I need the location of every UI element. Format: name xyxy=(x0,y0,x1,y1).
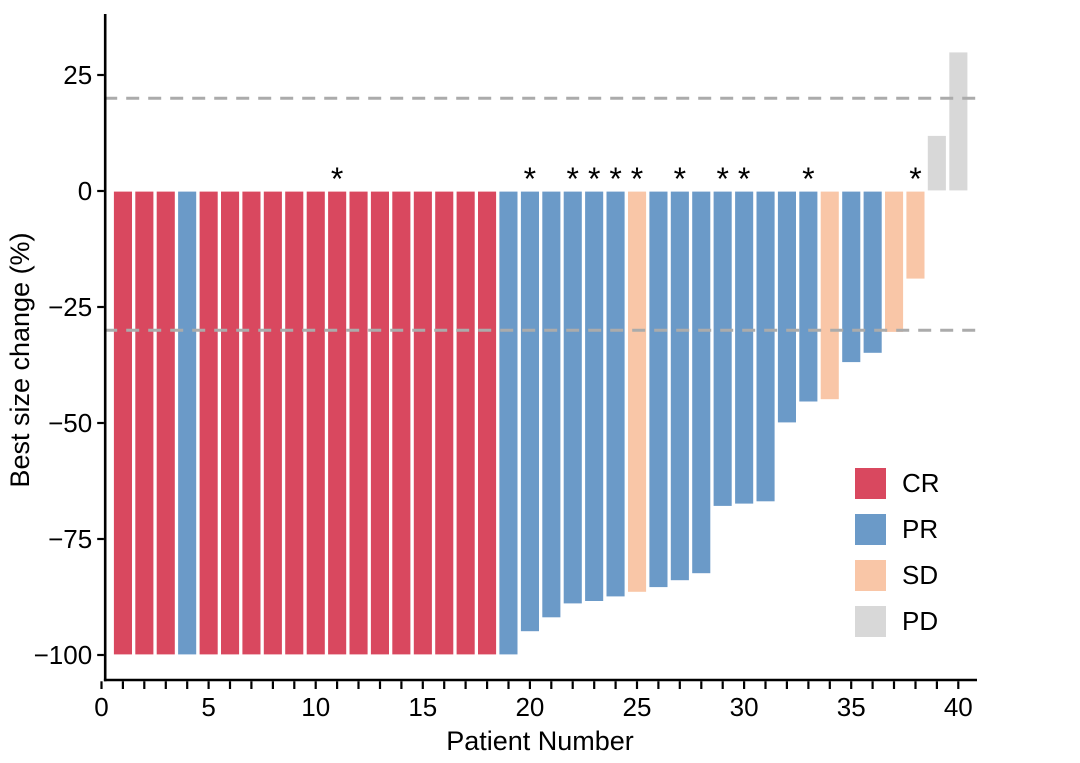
x-tick-label-20: 20 xyxy=(515,692,544,722)
asterisk-patient-23: * xyxy=(588,161,600,197)
bar-patient-13 xyxy=(369,190,391,656)
legend-row-cr: CR xyxy=(855,468,940,499)
asterisk-patient-25: * xyxy=(631,161,643,197)
legend-row-sd: SD xyxy=(855,560,940,591)
bar-patient-32 xyxy=(776,190,798,424)
asterisk-patient-33: * xyxy=(802,161,814,197)
bar-patient-15 xyxy=(412,190,434,656)
sd-color-swatch xyxy=(855,560,886,591)
reference-lines-layer xyxy=(104,96,977,332)
legend-label-cr: CR xyxy=(902,468,940,498)
bar-patient-22 xyxy=(562,190,583,605)
bar-patient-29 xyxy=(712,190,733,508)
bar-patient-11 xyxy=(326,190,348,656)
legend-row-pr: PR xyxy=(855,514,940,545)
cr-color-swatch xyxy=(855,468,886,499)
bar-patient-36 xyxy=(862,190,883,354)
bar-patient-16 xyxy=(434,190,455,656)
y-tick-label--25: −25 xyxy=(48,292,92,322)
bar-patient-3 xyxy=(155,190,177,656)
asterisk-patient-30: * xyxy=(738,161,750,197)
bar-patient-18 xyxy=(476,190,498,656)
y-tick-label-25: 25 xyxy=(63,60,92,90)
bar-patient-6 xyxy=(219,190,241,656)
bar-patient-12 xyxy=(348,190,369,656)
legend-label-pr: PR xyxy=(902,514,939,544)
bar-patient-28 xyxy=(690,190,712,575)
y-tick-label--50: −50 xyxy=(48,408,92,438)
legend-row-pd: PD xyxy=(855,606,940,637)
x-tick-label-10: 10 xyxy=(301,692,330,722)
axes-layer: 0 5 10 15 20 25 30 35 40 25 0 −25 −50 −75 −100 xyxy=(34,14,977,722)
x-tick-label-0: 0 xyxy=(94,692,108,722)
asterisk-patient-11: * xyxy=(331,161,343,197)
bars-layer xyxy=(112,51,969,656)
bar-patient-5 xyxy=(198,190,219,656)
bar-patient-7 xyxy=(241,190,262,656)
bar-patient-33 xyxy=(798,190,819,403)
legend-label-sd: SD xyxy=(902,560,939,590)
x-tick-label-15: 15 xyxy=(408,692,437,722)
bar-patient-38 xyxy=(905,190,926,280)
asterisk-patient-29: * xyxy=(716,161,728,197)
bar-patient-31 xyxy=(755,190,776,503)
y-tick-label--100: −100 xyxy=(34,640,93,670)
y-tick-label-0: 0 xyxy=(78,176,92,206)
bar-patient-39 xyxy=(926,134,948,192)
bar-patient-4 xyxy=(176,190,198,656)
x-tick-label-5: 5 xyxy=(201,692,215,722)
legend-label-pd: PD xyxy=(902,606,939,636)
bar-patient-19 xyxy=(498,190,519,656)
bar-patient-34 xyxy=(819,190,840,401)
bar-patient-20 xyxy=(519,190,541,633)
bar-patient-10 xyxy=(305,190,327,656)
y-axis-title: Best size change (%) xyxy=(5,232,35,487)
x-tick-label-35: 35 xyxy=(837,692,866,722)
x-tick-label-25: 25 xyxy=(623,692,652,722)
bar-patient-25 xyxy=(626,190,648,593)
x-tick-label-30: 30 xyxy=(730,692,759,722)
asterisk-patient-20: * xyxy=(524,161,536,197)
bar-patient-37 xyxy=(883,190,905,334)
x-tick-label-40: 40 xyxy=(944,692,973,722)
bar-patient-8 xyxy=(262,190,284,656)
bar-patient-23 xyxy=(583,190,605,603)
bar-patient-14 xyxy=(391,190,412,656)
pr-color-swatch xyxy=(855,514,886,545)
bar-patient-30 xyxy=(733,190,755,505)
y-tick-label--75: −75 xyxy=(48,524,92,554)
asterisk-patient-22: * xyxy=(566,161,578,197)
x-axis-title: Patient Number xyxy=(446,726,634,756)
asterisk-annotations-layer: * * * * * * * * * * * xyxy=(331,161,922,197)
bar-patient-21 xyxy=(541,190,562,619)
bar-patient-26 xyxy=(648,190,669,589)
asterisk-patient-24: * xyxy=(609,161,621,197)
bar-patient-40 xyxy=(948,51,969,192)
asterisk-patient-27: * xyxy=(674,161,686,197)
bar-patient-2 xyxy=(134,190,155,656)
bar-patient-27 xyxy=(669,190,691,582)
bar-patient-35 xyxy=(840,190,862,364)
legend: CR PR SD PD xyxy=(855,468,940,652)
asterisk-patient-38: * xyxy=(909,161,921,197)
bar-patient-17 xyxy=(455,190,476,656)
bar-patient-9 xyxy=(284,190,305,656)
pd-color-swatch xyxy=(855,606,886,637)
bar-patient-24 xyxy=(605,190,626,598)
bar-patient-1 xyxy=(112,190,134,656)
